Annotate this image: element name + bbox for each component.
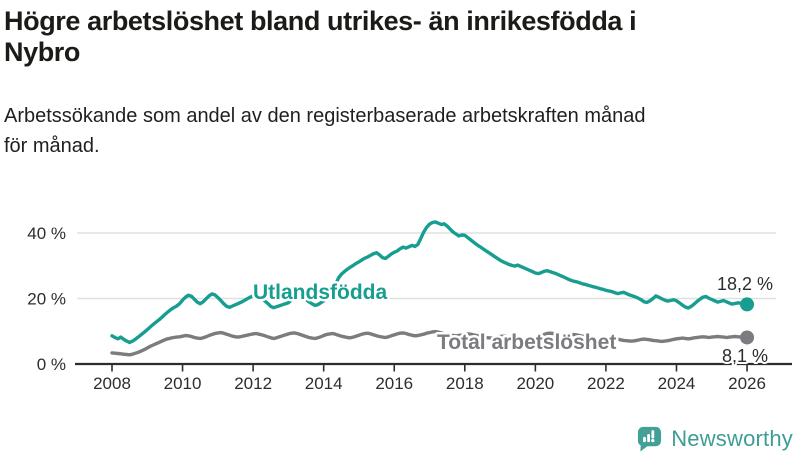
series-end-value-label: 18,2 % — [717, 274, 773, 294]
page-title-line2: Nybro — [4, 37, 81, 67]
page-title-line1: Högre arbetslöshet bland utrikes- än inr… — [4, 6, 637, 36]
series-end-value-label: 8,1 % — [722, 346, 768, 366]
x-axis-tick-label: 2020 — [516, 374, 554, 393]
chart-subtitle: Arbetssökande som andel av den registerb… — [4, 101, 790, 161]
y-axis-tick-label: 0 % — [37, 355, 66, 374]
y-axis-tick-label: 20 % — [27, 290, 66, 309]
x-axis-tick-label: 2018 — [446, 374, 484, 393]
series-label-utlandsfodda: Utlandsfödda — [253, 281, 387, 304]
chart-subtitle-line1: Arbetssökande som andel av den registerb… — [4, 105, 646, 127]
series-line-utlandsfodda — [110, 220, 749, 345]
x-axis-tick-label: 2008 — [93, 374, 131, 393]
x-axis-tick-label: 2012 — [234, 374, 272, 393]
series-label-total: Total arbetslöshet — [437, 331, 616, 354]
series-end-dot — [740, 330, 755, 345]
line-chart: 0 % 20 % 40 % 2008 2010 2012 2014 2016 2018 2020 2… — [27, 220, 792, 393]
x-axis-tick-label: 2022 — [587, 374, 625, 393]
x-axis-tick-label: 2016 — [375, 374, 413, 393]
newsworthy-bar-chart-speech-bubble-icon — [638, 426, 662, 452]
page-title: Högre arbetslöshet bland utrikes- än inr… — [4, 6, 790, 68]
series-line-total — [110, 329, 749, 357]
y-axis-tick-label: 40 % — [27, 224, 66, 243]
x-axis-tick-label: 2010 — [164, 374, 202, 393]
x-axis-tick-label: 2024 — [658, 374, 696, 393]
x-axis-tick-label: 2026 — [728, 374, 766, 393]
newsworthy-logo: Newsworthy — [636, 425, 793, 452]
chart-subtitle-line2: för månad. — [4, 135, 100, 157]
chart-header: Högre arbetslöshet bland utrikes- än inr… — [0, 6, 800, 161]
x-axis-tick-label: 2014 — [305, 374, 343, 393]
series-end-dot — [740, 297, 755, 312]
newsworthy-brand-text: Newsworthy — [671, 425, 793, 451]
